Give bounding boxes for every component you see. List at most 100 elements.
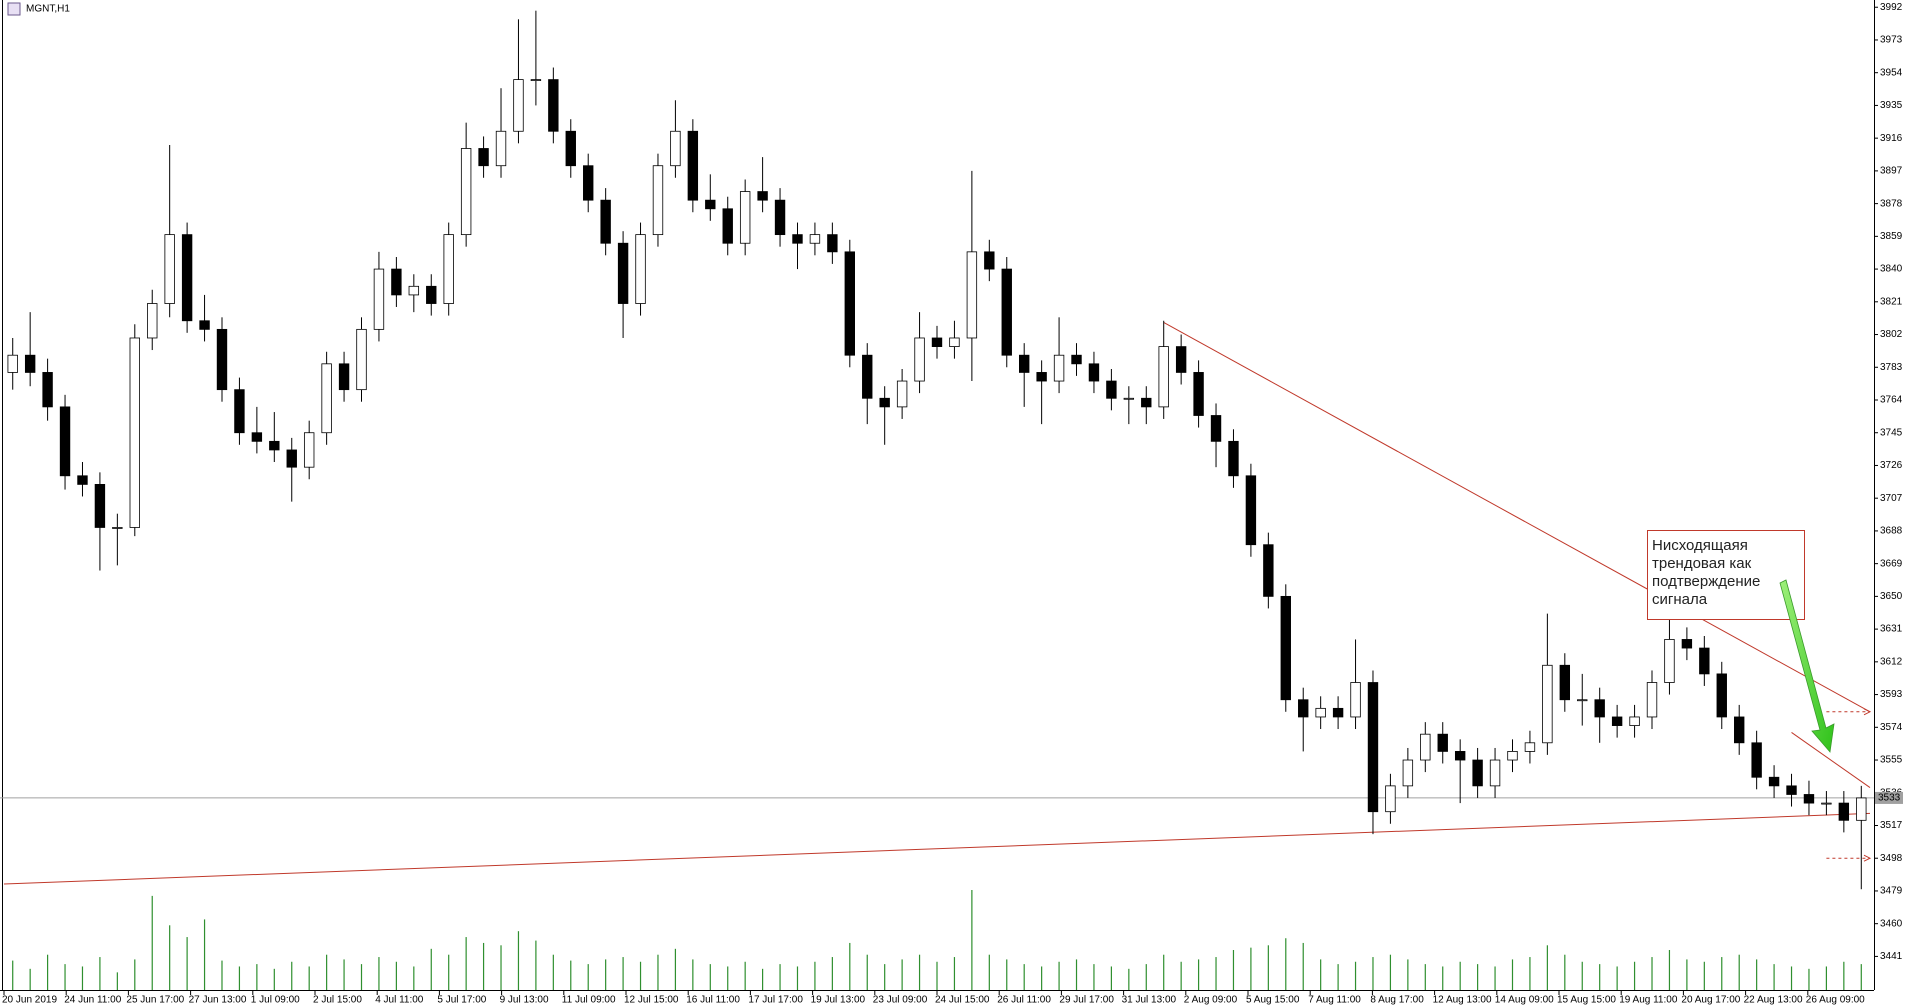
volume-bar <box>953 957 956 990</box>
y-tick-label: 3650 <box>1880 591 1903 602</box>
volume-bar <box>814 961 816 990</box>
volume-bar <box>1703 961 1705 990</box>
candle-body <box>1210 415 1222 442</box>
volume-bar <box>378 957 380 990</box>
volume-bar <box>1738 954 1740 990</box>
volume-bar <box>343 959 345 990</box>
candle-body <box>1367 682 1379 813</box>
volume-bar <box>762 968 764 990</box>
volume-bar <box>936 961 938 990</box>
candle-body <box>59 406 71 477</box>
volume-bar <box>1860 964 1862 990</box>
candle-body <box>583 165 594 201</box>
volume-bar <box>1180 961 1182 990</box>
candle-body <box>443 234 454 304</box>
candle-body <box>565 130 576 167</box>
candle-body <box>984 251 995 270</box>
symbol-icon <box>7 2 21 16</box>
y-tick-label: 3916 <box>1880 133 1903 144</box>
candle-body <box>24 354 36 373</box>
y-tick-label: 3840 <box>1880 264 1903 275</box>
candle-body <box>495 130 507 167</box>
x-tick-label: 4 Jul 11:00 <box>375 995 424 1006</box>
volume-bar <box>1006 959 1008 990</box>
candle-body <box>1716 673 1727 718</box>
candle-body <box>181 234 193 322</box>
candles-layer <box>7 10 1867 890</box>
candle-body <box>1629 716 1640 726</box>
candle-body <box>426 285 437 304</box>
volume-bar <box>779 964 781 990</box>
x-tick-label: 24 Jun 11:00 <box>64 995 122 1006</box>
candle-body <box>234 389 245 434</box>
volume-bar <box>1686 959 1688 990</box>
volume-bar <box>221 960 223 990</box>
y-tick-label: 3783 <box>1880 362 1903 373</box>
volume-bar <box>1843 961 1845 990</box>
x-tick-label: 26 Aug 09:00 <box>1806 995 1865 1006</box>
candle-body <box>1193 372 1204 416</box>
volume-bar <box>1354 961 1357 990</box>
volume-bar <box>796 966 799 990</box>
volume-bar <box>1128 968 1130 990</box>
annotation-line: подтверждение <box>1652 573 1760 590</box>
y-tick-label: 3688 <box>1880 526 1903 537</box>
candle-body <box>617 242 629 304</box>
volume-bar <box>1511 959 1514 990</box>
volume-bar <box>448 954 450 990</box>
x-tick-label: 31 Jul 13:00 <box>1122 995 1177 1006</box>
volume-bar <box>1424 964 1426 990</box>
candle-body <box>1734 716 1745 744</box>
candle-body <box>1454 751 1466 761</box>
volume-bar <box>692 959 694 990</box>
candle-body <box>199 320 210 330</box>
volume-bar <box>238 966 241 990</box>
candle-body <box>774 199 786 236</box>
candle-body <box>356 328 367 391</box>
volume-bar <box>12 960 14 990</box>
volume-bar <box>622 957 624 990</box>
candle-body <box>1489 759 1501 787</box>
x-tick-label: 25 Jun 17:00 <box>126 995 184 1006</box>
candle-body <box>1646 682 1658 718</box>
y-tick-label: 3479 <box>1880 886 1903 897</box>
y-tick-label: 3669 <box>1880 558 1903 569</box>
candle-body <box>129 337 140 528</box>
candle-body <box>600 199 611 244</box>
y-tick-label: 3745 <box>1880 427 1903 438</box>
candle-body <box>530 79 542 81</box>
volume-bar <box>1023 964 1025 990</box>
candle-body <box>1053 354 1065 382</box>
x-tick-label: 5 Aug 15:00 <box>1246 995 1300 1006</box>
candle-body <box>1577 699 1588 702</box>
x-tick-label: 22 Aug 13:00 <box>1744 995 1803 1006</box>
candle-body <box>303 432 315 468</box>
y-tick-label: 3935 <box>1880 100 1903 111</box>
annotation: Нисходящаяя трендовая как подтверждение … <box>1647 530 1805 620</box>
candle-body <box>1123 397 1135 400</box>
candle-body <box>966 251 978 339</box>
y-tick-label: 3764 <box>1880 395 1903 406</box>
volume-bar <box>570 960 572 990</box>
candle-body <box>1175 346 1187 373</box>
candle-body <box>251 432 263 442</box>
volume-bar <box>1215 957 1217 990</box>
candle-body <box>338 363 350 391</box>
volume-bar <box>674 948 677 990</box>
y-tick-label: 3498 <box>1880 853 1903 864</box>
volume-bar <box>29 968 31 990</box>
candle-body <box>1699 647 1710 675</box>
volume-bar <box>1093 964 1095 990</box>
candle-body <box>216 328 228 391</box>
candle-body <box>1280 595 1291 701</box>
x-tick-label: 2 Jul 15:00 <box>313 995 362 1006</box>
volume-bar <box>46 954 49 990</box>
x-tick-label: 16 Jul 11:00 <box>686 995 740 1006</box>
y-tick-label: 3593 <box>1880 689 1903 700</box>
volume-bar <box>1197 959 1200 990</box>
candle-body <box>1542 664 1553 744</box>
volume-bar <box>727 966 729 990</box>
volume-bar <box>1442 966 1444 990</box>
